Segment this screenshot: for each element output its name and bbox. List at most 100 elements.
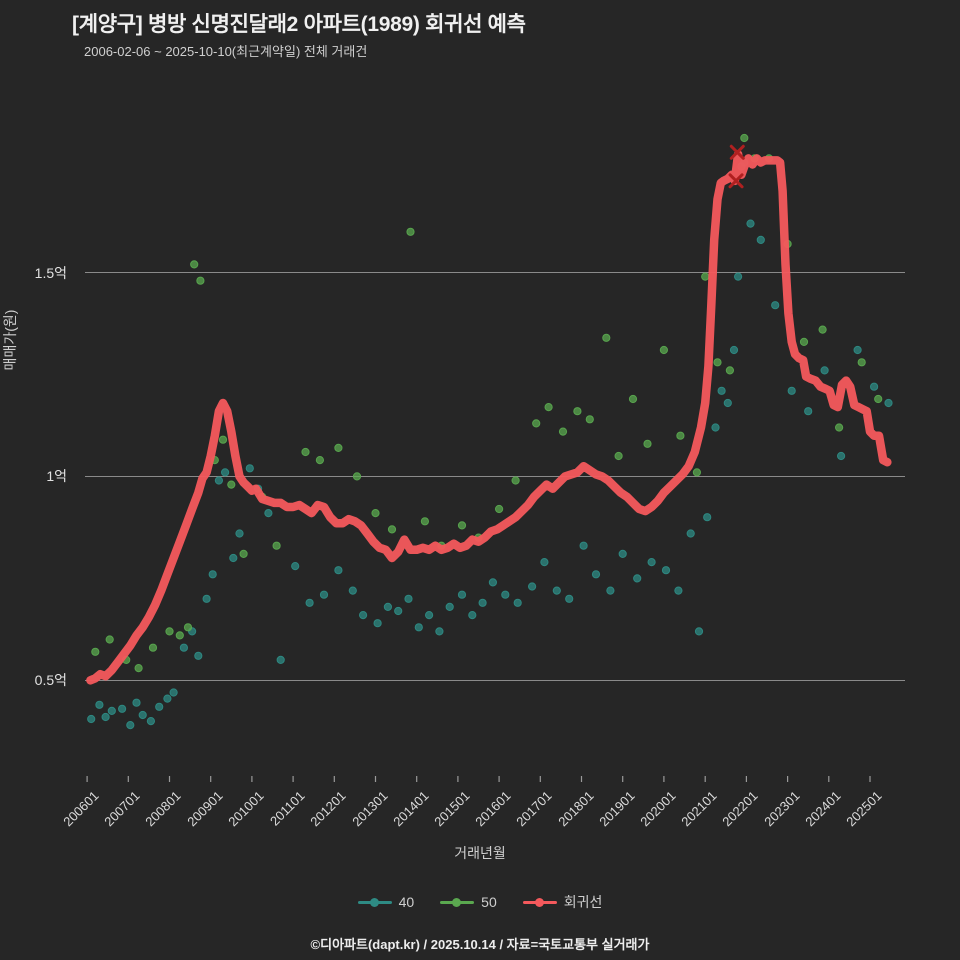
- legend-swatch-icon: [357, 896, 392, 908]
- legend-swatch-icon: [440, 896, 475, 908]
- data-point: [387, 525, 397, 534]
- data-point: [264, 508, 273, 518]
- data-point: [163, 694, 172, 703]
- data-point: [183, 623, 193, 632]
- y-tick-label: 1.5억: [34, 264, 67, 281]
- data-point: [169, 688, 178, 697]
- data-point: [457, 590, 467, 599]
- data-point: [301, 447, 310, 457]
- data-point: [435, 627, 444, 636]
- data-point: [628, 394, 638, 404]
- data-point: [126, 721, 135, 730]
- data-point: [692, 468, 702, 477]
- data-point: [371, 508, 380, 518]
- data-point: [771, 301, 780, 310]
- data-point: [853, 345, 862, 355]
- legend-label: 40: [398, 894, 415, 910]
- data-point: [107, 706, 116, 716]
- data-point: [740, 133, 749, 143]
- data-point: [511, 476, 520, 485]
- data-point: [165, 627, 174, 636]
- data-point: [717, 386, 726, 395]
- data-point: [804, 407, 813, 416]
- data-point: [373, 619, 382, 628]
- data-point: [175, 631, 184, 640]
- data-point: [196, 276, 205, 285]
- data-point: [495, 504, 504, 514]
- cancelled-trade-x-marker: [729, 144, 745, 160]
- data-point: [528, 582, 537, 591]
- data-point: [457, 521, 467, 530]
- data-point: [703, 513, 712, 522]
- data-point: [101, 712, 110, 722]
- data-point: [606, 586, 615, 595]
- data-point: [468, 611, 477, 620]
- data-point: [746, 219, 755, 228]
- data-point: [618, 549, 627, 559]
- data-point: [540, 558, 549, 567]
- data-point: [488, 578, 497, 587]
- legend-dot: [534, 898, 544, 907]
- data-point: [348, 586, 357, 595]
- data-point: [659, 345, 669, 355]
- data-point: [218, 435, 228, 444]
- data-point: [501, 590, 510, 599]
- data-point: [155, 702, 164, 711]
- y-tick-label: 0.5억: [34, 672, 67, 689]
- data-point: [602, 333, 611, 342]
- x-marker-stroke-2: [729, 144, 745, 160]
- data-point: [91, 647, 100, 656]
- data-point: [835, 423, 844, 432]
- data-point: [756, 235, 765, 244]
- data-point: [334, 443, 343, 452]
- data-point: [725, 366, 735, 375]
- data-point: [404, 594, 413, 603]
- legend-dot: [452, 898, 462, 907]
- data-point: [445, 602, 454, 612]
- x-axis-title: 거래년월: [454, 845, 506, 861]
- data-point: [148, 643, 158, 652]
- data-point: [118, 704, 127, 713]
- legend-item-회귀선[interactable]: 회귀선: [522, 892, 602, 912]
- data-point: [414, 623, 423, 632]
- y-tick-label: 1억: [46, 468, 67, 485]
- data-point: [194, 651, 203, 660]
- data-point: [661, 566, 671, 575]
- legend-item-50[interactable]: 50: [440, 894, 497, 910]
- data-point: [305, 598, 314, 607]
- data-point: [87, 714, 96, 724]
- data-point: [406, 227, 415, 236]
- regression-line: [86, 150, 892, 685]
- data-point: [352, 472, 362, 481]
- data-point: [647, 558, 656, 567]
- data-point: [558, 427, 568, 436]
- data-point: [334, 566, 343, 575]
- data-point: [579, 541, 588, 550]
- data-point: [315, 456, 324, 465]
- data-point: [513, 598, 522, 607]
- page-title: [계양구] 병방 신명진달래2 아파트(1989) 회귀선 예측: [72, 13, 526, 36]
- data-point: [245, 464, 254, 473]
- data-point: [146, 717, 155, 726]
- scatter-series-50: [91, 133, 883, 673]
- footer-credit: ©디아파트(dapt.kr) / 2025.10.14 / 자료=국토교통부 실…: [310, 937, 650, 952]
- data-point: [179, 643, 188, 652]
- data-point: [235, 529, 244, 538]
- data-point: [208, 570, 217, 579]
- data-point: [874, 394, 883, 404]
- data-point: [394, 606, 403, 616]
- data-point: [818, 325, 827, 334]
- data-point: [532, 419, 541, 428]
- data-point: [787, 386, 796, 395]
- data-point: [227, 480, 236, 489]
- x-marker-stroke-2: [728, 173, 744, 189]
- data-point: [291, 562, 300, 571]
- legend-item-40[interactable]: 40: [357, 894, 415, 910]
- page-subtitle: 2006-02-06 ~ 2025-10-10(최근계약일) 전체 거래건: [84, 44, 368, 59]
- data-point: [544, 403, 553, 412]
- data-point: [552, 586, 561, 595]
- data-point: [105, 635, 114, 644]
- data-point: [565, 594, 574, 603]
- data-point: [694, 627, 704, 636]
